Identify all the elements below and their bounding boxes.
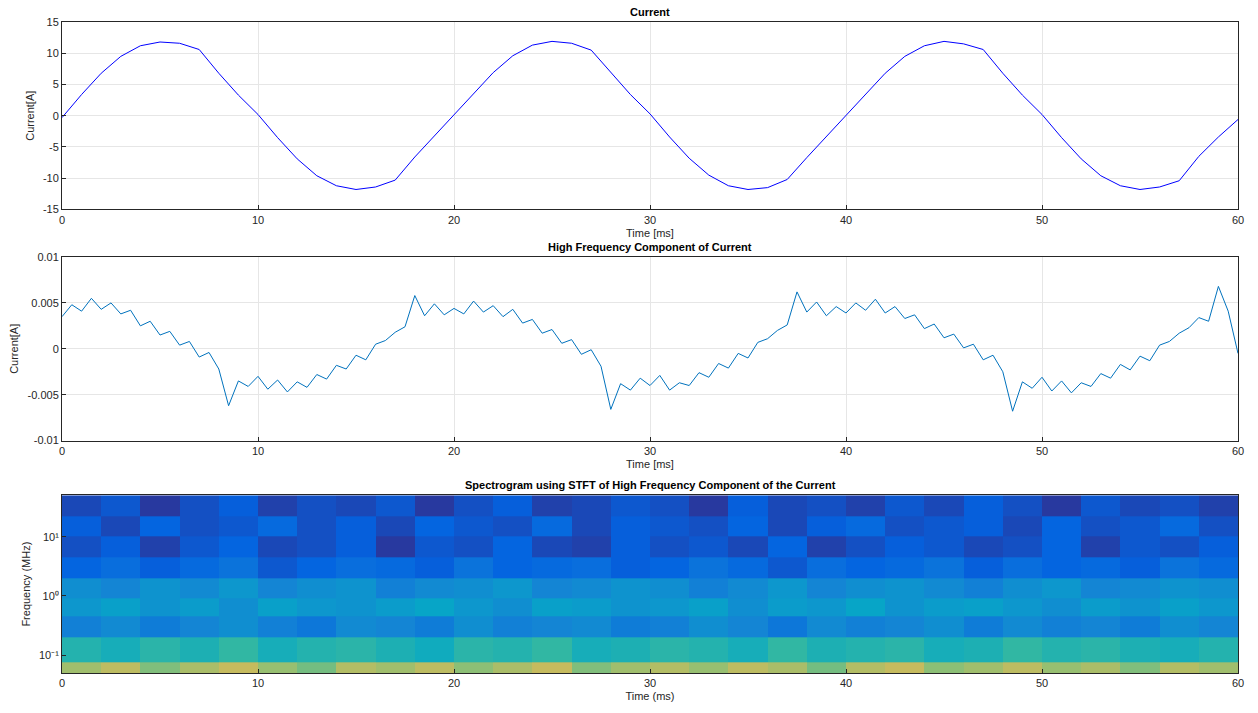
svg-text:Time (ms): Time (ms) [625,690,674,702]
svg-text:Frequency (MHz): Frequency (MHz) [20,542,32,627]
svg-text:5: 5 [53,78,59,90]
svg-text:10⁻¹: 10⁻¹ [39,649,59,661]
svg-text:30: 30 [644,677,656,689]
svg-text:0: 0 [53,110,59,122]
svg-text:Spectrogram using STFT of High: Spectrogram using STFT of High Frequency… [465,479,836,491]
svg-text:60: 60 [1232,677,1244,689]
svg-text:10⁰: 10⁰ [43,590,59,602]
svg-text:50: 50 [1036,214,1048,226]
svg-text:20: 20 [448,214,460,226]
svg-text:50: 50 [1036,445,1048,457]
svg-text:0.01: 0.01 [37,251,58,263]
svg-text:10: 10 [252,214,264,226]
svg-text:0: 0 [59,445,65,457]
svg-text:10: 10 [252,445,264,457]
svg-text:-15: -15 [43,203,59,215]
svg-text:10: 10 [47,47,59,59]
svg-text:Current: Current [630,6,670,18]
svg-text:15: 15 [47,16,59,28]
svg-text:Time [ms]: Time [ms] [626,458,674,470]
svg-text:60: 60 [1232,214,1244,226]
svg-text:10: 10 [252,677,264,689]
svg-text:-5: -5 [49,141,59,153]
svg-text:60: 60 [1232,445,1244,457]
svg-text:0: 0 [59,214,65,226]
svg-text:30: 30 [644,445,656,457]
svg-text:0: 0 [53,343,59,355]
svg-text:Current[A]: Current[A] [24,91,36,141]
svg-text:-0.005: -0.005 [28,389,59,401]
svg-text:0.005: 0.005 [31,297,59,309]
svg-text:0: 0 [59,677,65,689]
svg-text:40: 40 [840,214,852,226]
svg-text:20: 20 [448,445,460,457]
svg-text:40: 40 [840,677,852,689]
svg-text:40: 40 [840,445,852,457]
svg-text:Current[A]: Current[A] [8,324,20,374]
svg-text:Time [ms]: Time [ms] [626,227,674,239]
svg-text:10¹: 10¹ [43,531,59,543]
svg-text:-10: -10 [43,172,59,184]
svg-text:-0.01: -0.01 [34,434,59,446]
svg-text:50: 50 [1036,677,1048,689]
svg-text:20: 20 [448,677,460,689]
svg-text:30: 30 [644,214,656,226]
svg-text:High Frequency Component of Cu: High Frequency Component of Current [548,241,752,253]
